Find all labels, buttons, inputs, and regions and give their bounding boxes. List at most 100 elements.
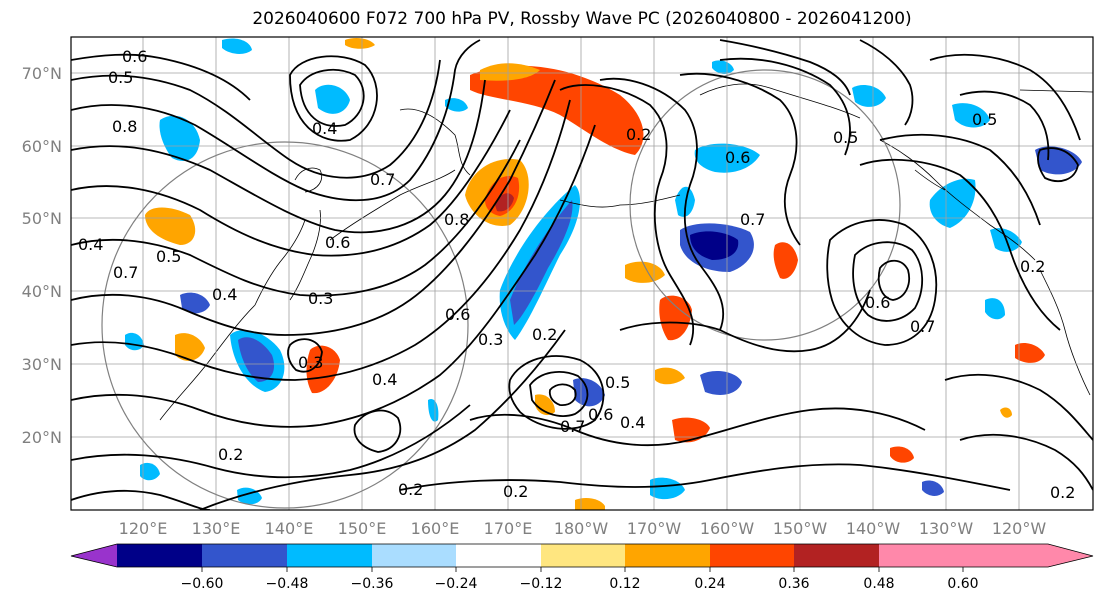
- contour-label: 0.6: [445, 305, 470, 324]
- colorbar: −0.60 −0.48 −0.36 −0.24 −0.12 0.12 0.24 …: [70, 543, 1094, 592]
- contour-label: 0.8: [444, 210, 469, 229]
- pv-contour: [944, 373, 1093, 441]
- pv-contour: [852, 241, 924, 322]
- positive-anomaly-patch: [890, 446, 914, 463]
- positive-anomaly-patch: [1000, 407, 1012, 418]
- pv-contour: [959, 90, 1050, 161]
- pv-contour: [287, 338, 323, 373]
- pv-contour: [859, 39, 914, 126]
- pv-contour: [289, 55, 378, 142]
- coastline: [879, 139, 1036, 261]
- colorbar-tick-label: −0.36: [351, 576, 394, 592]
- colorbar-outline: [70, 543, 1094, 568]
- pv-contour: [548, 383, 577, 406]
- lon-label: 150°W: [773, 519, 828, 538]
- map-frame: [70, 36, 1094, 511]
- colorbar-ticks: [201, 567, 964, 572]
- pv-contour: [719, 39, 851, 96]
- colorbar-segment: [372, 544, 456, 567]
- pv-contour: [599, 77, 725, 331]
- pv-contour: [71, 79, 486, 234]
- lon-label: 130°W: [919, 519, 974, 538]
- pv-contour: [71, 124, 596, 428]
- pv-contour: [877, 259, 910, 301]
- lon-label: 170°E: [484, 519, 533, 538]
- pv-contour: [679, 72, 801, 246]
- pv-contour: [529, 371, 589, 417]
- pv-contour: [399, 463, 1011, 491]
- longitude-labels: 120°E 130°E 140°E 150°E 160°E 170°E 180°…: [119, 519, 1047, 538]
- negative-anomaly-patch: [985, 298, 1005, 320]
- lon-label: 130°E: [192, 519, 241, 538]
- pv-contour: [959, 433, 1093, 491]
- pv-contour: [826, 219, 938, 346]
- contour-label: 0.6: [122, 47, 147, 66]
- contour-label: 0.7: [113, 263, 138, 282]
- contour-label: 0.5: [156, 247, 181, 266]
- lon-label: 120°E: [119, 519, 168, 538]
- positive-anomaly-patch: [655, 367, 685, 385]
- pv-contour: [71, 39, 481, 202]
- lon-label: 150°E: [338, 519, 387, 538]
- colorbar-segment: [456, 544, 541, 567]
- coastline: [329, 169, 456, 241]
- pv-contour: [199, 329, 566, 510]
- contour-label: 0.4: [78, 235, 103, 254]
- contour-label: 0.7: [560, 417, 585, 436]
- range-circle: [101, 141, 469, 509]
- pv-contour: [353, 409, 402, 453]
- colorbar-segment: [287, 544, 372, 567]
- negative-anomaly-patch: [238, 337, 275, 382]
- colorbar-tick-label: 0.48: [863, 576, 894, 592]
- negative-anomaly-patch: [315, 84, 350, 114]
- positive-anomaly-patch: [1015, 343, 1045, 363]
- pv-contour: [879, 133, 1041, 226]
- map-title: 2026040600 F072 700 hPa PV, Rossby Wave …: [252, 9, 912, 29]
- contour-label: 0.7: [370, 170, 395, 189]
- pv-contour: [508, 355, 605, 430]
- positive-anomaly-patch: [575, 498, 605, 510]
- colorbar-tick-label: 0.36: [778, 576, 809, 592]
- positive-anomaly-patch: [625, 261, 665, 283]
- positive-anomaly-patch: [672, 417, 710, 443]
- latitude-labels: 70°N 60°N 50°N 40°N 30°N 20°N: [22, 64, 62, 447]
- lat-label: 70°N: [22, 64, 62, 83]
- contour-label: 0.6: [325, 233, 350, 252]
- colorbar-segment: [625, 544, 710, 567]
- colorbar-segment: [202, 544, 287, 567]
- lat-label: 60°N: [22, 137, 62, 156]
- pv-shading: [125, 37, 1082, 510]
- contour-label: 0.5: [833, 128, 858, 147]
- pv-contour: [71, 99, 571, 381]
- coastline: [1019, 89, 1093, 93]
- coastline: [294, 167, 322, 193]
- coastline: [914, 169, 946, 191]
- contour-label: 0.5: [605, 373, 630, 392]
- colorbar-segment: [541, 544, 625, 567]
- negative-anomaly-patch: [922, 480, 944, 496]
- lon-label: 180°W: [554, 519, 609, 538]
- lon-label: 140°E: [265, 519, 314, 538]
- contour-label: 0.3: [298, 353, 323, 372]
- contour-label: 0.2: [626, 125, 651, 144]
- negative-anomaly-patch: [180, 292, 210, 314]
- contour-label: 0.4: [312, 119, 337, 138]
- contour-label: 0.6: [865, 293, 890, 312]
- contour-label: 0.2: [503, 482, 528, 501]
- range-circle: [629, 69, 901, 341]
- contour-labels: 0.6 0.5 0.8 0.7 0.4 0.4 0.5 0.6 0.3 0.4 …: [78, 47, 1075, 502]
- pv-contour: [1037, 147, 1079, 182]
- positive-anomaly-patch: [659, 295, 692, 341]
- colorbar-tick-label: −0.24: [435, 576, 478, 592]
- pv-contour: [859, 158, 1061, 331]
- contour-label: 0.3: [478, 330, 503, 349]
- negative-anomaly-patch: [952, 103, 990, 128]
- pv-contour: [559, 84, 695, 346]
- negative-anomaly-patch: [445, 98, 468, 112]
- contour-label: 0.2: [1050, 483, 1075, 502]
- coastline: [399, 108, 471, 176]
- negative-anomaly-patch: [929, 178, 976, 228]
- lon-label: 140°W: [846, 519, 901, 538]
- lat-label: 40°N: [22, 282, 62, 301]
